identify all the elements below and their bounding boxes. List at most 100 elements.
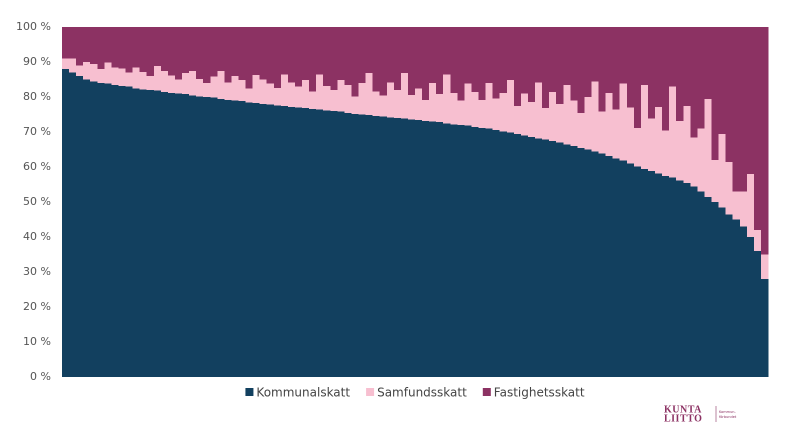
bar-segment (386, 27, 395, 83)
bar-segment (252, 27, 261, 75)
bar-segment (542, 108, 550, 140)
bar-segment (605, 92, 614, 156)
bar-segment (182, 73, 190, 95)
bar-segment (676, 180, 684, 377)
bar-segment (429, 83, 437, 122)
bar-segment (704, 27, 712, 99)
bar-segment (245, 27, 254, 89)
bar-segment (351, 27, 359, 97)
bar-segment (655, 173, 663, 377)
bar-segment (294, 86, 303, 108)
bar-segment (464, 27, 472, 84)
bar-segment (393, 118, 402, 377)
bar-segment (598, 111, 607, 154)
bar-segment (252, 74, 261, 103)
bar-segment (400, 73, 409, 119)
bar-segment (400, 27, 409, 74)
bar-segment (217, 98, 225, 377)
bar-segment (753, 230, 762, 251)
bar-segment (422, 27, 430, 100)
bar-segment (69, 72, 77, 377)
y-tick-label: 90 % (23, 55, 51, 68)
bar-segment (146, 76, 155, 90)
bar-segment (612, 109, 621, 159)
bar-segment (591, 151, 599, 377)
bar-segment (711, 202, 719, 377)
bar-segment (570, 100, 578, 146)
bar-segment (309, 108, 317, 378)
legend: Kommunalskatt Samfundsskatt Fastighetsskat… (245, 386, 585, 400)
bar-segment (189, 95, 197, 377)
bar-segment (104, 83, 112, 377)
bar-segment (153, 27, 162, 67)
bar-segment (690, 186, 698, 377)
bar-segment (457, 27, 465, 101)
bar-segment (372, 115, 381, 378)
bar-segment (662, 27, 670, 131)
bar-segment (640, 84, 649, 169)
bar-segment (570, 27, 578, 101)
bar-segment (662, 175, 670, 377)
bar-segment (591, 27, 599, 82)
bar-segment (379, 95, 388, 117)
bar-segment (669, 27, 677, 87)
bar-segment (732, 219, 741, 377)
legend-swatch (482, 388, 491, 396)
bar-segment (351, 113, 359, 378)
bar-segment (520, 27, 529, 94)
bar-segment (203, 83, 211, 97)
bar-segment (584, 97, 592, 150)
bar-segment (358, 83, 366, 115)
logo-text: KUNTA (664, 404, 702, 415)
bar-segment (210, 76, 218, 98)
bar-segment (358, 114, 366, 377)
bar-segment (238, 101, 246, 377)
bar-segment (718, 207, 727, 377)
bar-segment (457, 100, 465, 125)
bar-segment (125, 72, 133, 87)
bar-segment (90, 81, 98, 377)
bar-segment (372, 91, 381, 116)
bar-segment (577, 112, 585, 148)
bar-segment (97, 83, 105, 377)
bar-segment (344, 112, 352, 377)
bar-segment (640, 27, 649, 85)
bar-segment (316, 109, 324, 377)
bar-segment (591, 81, 599, 152)
bar-segment (570, 146, 578, 377)
bar-segment (266, 27, 275, 84)
bar-segment (683, 27, 691, 106)
bar-segment (471, 126, 479, 377)
bar-segment (97, 69, 105, 83)
bar-segment (464, 125, 472, 377)
bar-segment (280, 106, 289, 377)
bar-segment (612, 27, 621, 110)
bar-segment (549, 141, 557, 377)
bar-segment (556, 27, 564, 104)
bar-segment (174, 79, 183, 94)
bar-segment (287, 27, 296, 83)
bar-segment (563, 144, 571, 377)
bar-segment (182, 94, 190, 377)
bar-segment (633, 127, 642, 167)
bar-segment (612, 158, 621, 377)
bar-segment (76, 76, 84, 377)
bar-segment (478, 27, 486, 100)
legend-label: Kommunalskatt (256, 386, 350, 400)
bar-segment (104, 62, 112, 84)
bar-segment (598, 27, 607, 112)
y-tick-label: 100 % (16, 20, 51, 33)
bar-segment (422, 120, 430, 378)
bar-segment (372, 27, 381, 92)
bar-segment (330, 27, 338, 90)
bar-segment (746, 237, 755, 377)
bar-segment (527, 27, 536, 102)
bar-segment (619, 83, 628, 161)
bar-segment (711, 27, 719, 160)
bar-segment (287, 106, 296, 378)
bar-segment (97, 27, 105, 69)
bar-segment (690, 27, 698, 138)
bar-segment (429, 27, 437, 83)
bar-segment (492, 27, 501, 99)
